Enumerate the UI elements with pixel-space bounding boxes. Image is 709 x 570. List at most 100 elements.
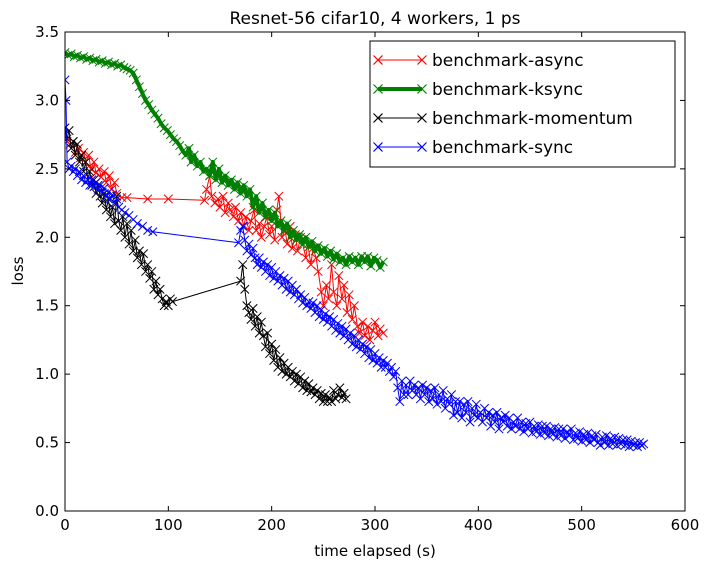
data-point-marker <box>211 175 221 185</box>
data-point-marker <box>138 249 149 259</box>
data-point-marker <box>242 191 252 201</box>
data-point-marker <box>82 54 92 64</box>
data-point-marker <box>259 221 269 231</box>
data-point-marker <box>329 254 339 264</box>
data-point-marker <box>591 429 601 439</box>
data-point-marker <box>122 193 132 203</box>
data-point-marker <box>258 331 268 341</box>
data-point-marker <box>313 240 323 251</box>
data-point-marker <box>375 262 385 272</box>
data-point-marker <box>220 171 230 181</box>
data-point-marker <box>112 194 122 204</box>
series-layer <box>65 47 649 452</box>
data-point-marker <box>273 221 283 231</box>
x-tick-label: 500 <box>567 516 596 534</box>
data-point-marker <box>132 253 142 263</box>
data-point-marker <box>459 399 469 409</box>
legend-marker <box>373 84 383 94</box>
data-point-marker <box>260 342 271 352</box>
data-point-marker <box>271 344 281 355</box>
data-point-marker <box>155 284 165 294</box>
data-point-marker <box>103 187 113 197</box>
data-point-marker <box>105 212 116 222</box>
data-point-marker <box>537 421 547 431</box>
data-point-marker <box>639 439 649 449</box>
data-point-marker <box>349 301 359 311</box>
data-point-marker <box>101 205 111 215</box>
data-point-marker <box>430 383 440 393</box>
data-point-marker <box>250 321 260 331</box>
x-tick-label: 0 <box>60 516 70 534</box>
y-tick-label: 0.0 <box>35 502 59 520</box>
data-point-marker <box>318 396 328 407</box>
data-point-marker <box>236 188 246 199</box>
data-point-marker <box>548 429 558 439</box>
data-point-marker <box>274 191 284 201</box>
benchmark-momentum-series <box>65 123 351 407</box>
data-point-marker <box>420 390 430 400</box>
data-point-marker <box>233 177 243 188</box>
data-point-marker <box>223 198 233 208</box>
data-point-marker <box>153 113 163 123</box>
data-point-marker <box>465 417 475 427</box>
data-point-marker <box>344 251 354 261</box>
data-point-marker <box>453 407 463 418</box>
x-tick-label: 300 <box>361 516 390 534</box>
data-point-marker <box>339 280 349 290</box>
data-point-marker <box>265 271 275 281</box>
data-point-marker <box>457 413 467 423</box>
y-tick-label: 0.5 <box>35 434 59 452</box>
data-point-marker <box>186 157 196 167</box>
data-point-marker <box>172 136 182 147</box>
axes-layer: 0 100 200 300 400 500 600 0.0 0.5 1.0 1.5 2.0 2.5 3.0… <box>35 23 699 534</box>
benchmark-ksync-line <box>65 51 386 270</box>
data-point-marker <box>246 314 256 324</box>
data-point-marker <box>256 232 266 242</box>
data-point-marker <box>207 191 217 201</box>
data-point-marker <box>335 328 345 338</box>
data-point-marker <box>492 407 502 418</box>
data-point-marker <box>391 366 401 376</box>
data-point-marker <box>347 257 357 267</box>
data-point-marker <box>298 383 308 393</box>
data-point-marker <box>65 123 70 133</box>
data-point-marker <box>236 276 246 286</box>
data-point-marker <box>240 284 250 294</box>
data-point-marker <box>482 413 492 423</box>
data-point-marker <box>469 410 479 420</box>
data-point-marker <box>490 417 500 427</box>
data-point-marker <box>242 301 252 311</box>
data-point-marker <box>295 229 305 240</box>
data-point-marker <box>178 146 188 156</box>
y-tick-label: 1.5 <box>35 297 59 315</box>
data-point-marker <box>134 246 144 256</box>
data-point-marker <box>99 167 109 177</box>
data-point-marker <box>248 303 258 314</box>
data-point-marker <box>130 235 140 245</box>
data-point-marker <box>281 284 291 294</box>
data-point-marker <box>252 260 262 270</box>
data-point-marker <box>192 161 202 171</box>
data-point-marker <box>323 294 334 304</box>
data-point-marker <box>252 312 262 322</box>
data-point-marker <box>291 369 302 379</box>
data-point-marker <box>147 105 157 115</box>
data-point-marker <box>300 376 310 386</box>
data-point-marker <box>601 431 612 441</box>
legend-item-benchmark-momentum: benchmark-momentum <box>373 109 633 129</box>
data-point-marker <box>258 257 268 267</box>
data-point-marker <box>131 75 141 85</box>
data-point-marker <box>81 157 91 167</box>
data-point-marker <box>94 57 104 67</box>
benchmark-sync-series <box>65 75 649 452</box>
data-point-marker <box>277 232 287 242</box>
data-point-marker <box>417 380 428 390</box>
data-point-marker <box>337 294 347 304</box>
data-point-marker <box>448 410 459 420</box>
data-point-marker <box>446 390 457 400</box>
data-point-marker <box>335 257 345 267</box>
data-point-marker <box>370 317 380 327</box>
data-point-marker <box>319 243 329 253</box>
data-point-marker <box>225 205 235 215</box>
data-point-marker <box>269 355 279 366</box>
